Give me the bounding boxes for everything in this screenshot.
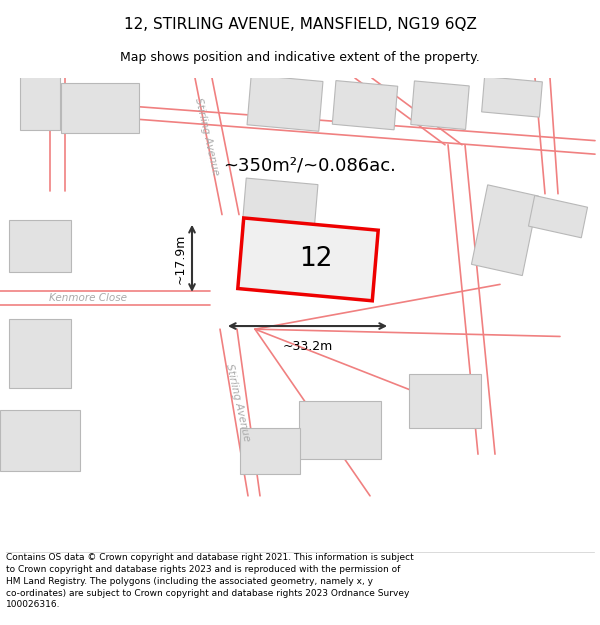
Text: 12, STIRLING AVENUE, MANSFIELD, NG19 6QZ: 12, STIRLING AVENUE, MANSFIELD, NG19 6QZ <box>124 17 476 32</box>
Text: 12: 12 <box>299 246 333 272</box>
Bar <box>238 218 378 301</box>
Bar <box>409 374 481 428</box>
Bar <box>299 401 381 459</box>
Bar <box>61 83 139 133</box>
Text: ~17.9m: ~17.9m <box>174 233 187 284</box>
Bar <box>242 178 318 234</box>
Text: Kenmore Close: Kenmore Close <box>49 293 127 303</box>
Text: ~33.2m: ~33.2m <box>283 339 332 352</box>
Text: Stirling Avenue: Stirling Avenue <box>193 97 221 176</box>
Bar <box>482 77 542 117</box>
Text: Contains OS data © Crown copyright and database right 2021. This information is : Contains OS data © Crown copyright and d… <box>6 553 414 609</box>
Bar <box>529 196 587 238</box>
Bar <box>9 220 71 272</box>
Bar <box>0 411 80 471</box>
Text: Stirling Avenue: Stirling Avenue <box>224 362 252 442</box>
Bar <box>20 76 60 130</box>
Bar <box>332 81 398 130</box>
Bar <box>247 75 323 131</box>
Text: ~350m²/~0.086ac.: ~350m²/~0.086ac. <box>224 157 397 174</box>
Bar <box>9 319 71 388</box>
Text: Map shows position and indicative extent of the property.: Map shows position and indicative extent… <box>120 51 480 64</box>
Bar <box>411 81 469 129</box>
Bar <box>240 428 300 474</box>
Bar <box>472 185 539 276</box>
